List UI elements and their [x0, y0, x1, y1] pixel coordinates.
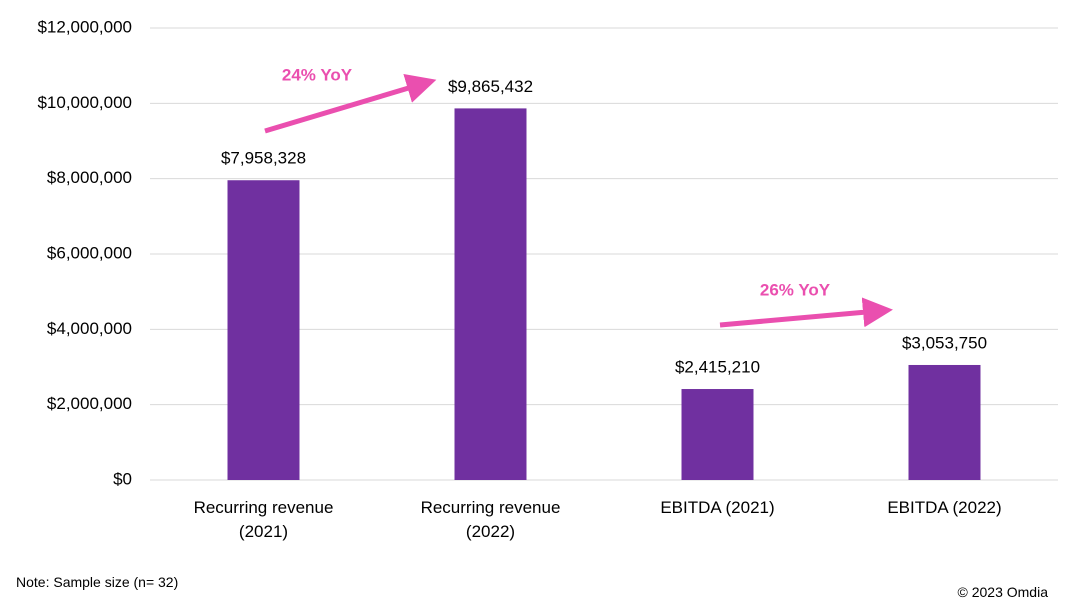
data-label: $7,958,328 — [221, 149, 306, 168]
x-tick-label: EBITDA (2021) — [660, 498, 775, 517]
arrow — [719, 297, 893, 328]
x-tick-label: Recurring revenue (2022) — [420, 498, 561, 541]
bar — [681, 389, 754, 480]
data-label: $2,415,210 — [675, 358, 760, 377]
annotation: 26% YoY — [760, 280, 831, 299]
y-tick-label: $10,000,000 — [37, 93, 132, 112]
y-tick-label: $12,000,000 — [37, 17, 132, 36]
y-tick-label: $6,000,000 — [47, 243, 132, 262]
y-tick-label: $2,000,000 — [47, 394, 132, 413]
bar — [454, 108, 527, 480]
bar — [227, 180, 300, 480]
data-label: $3,053,750 — [902, 333, 987, 352]
data-label: $9,865,432 — [448, 77, 533, 96]
note: Note: Sample size (n= 32) — [16, 574, 179, 590]
arrow — [264, 73, 437, 134]
y-tick-label: $8,000,000 — [47, 168, 132, 187]
x-tick-label: Recurring revenue (2021) — [193, 498, 334, 541]
x-tick-label: EBITDA (2022) — [887, 498, 1002, 517]
annotation: 24% YoY — [282, 65, 353, 84]
y-tick-label: $0 — [113, 469, 132, 488]
bar — [908, 364, 981, 480]
source: © 2023 Omdia — [957, 584, 1048, 600]
y-tick-label: $4,000,000 — [47, 319, 132, 338]
